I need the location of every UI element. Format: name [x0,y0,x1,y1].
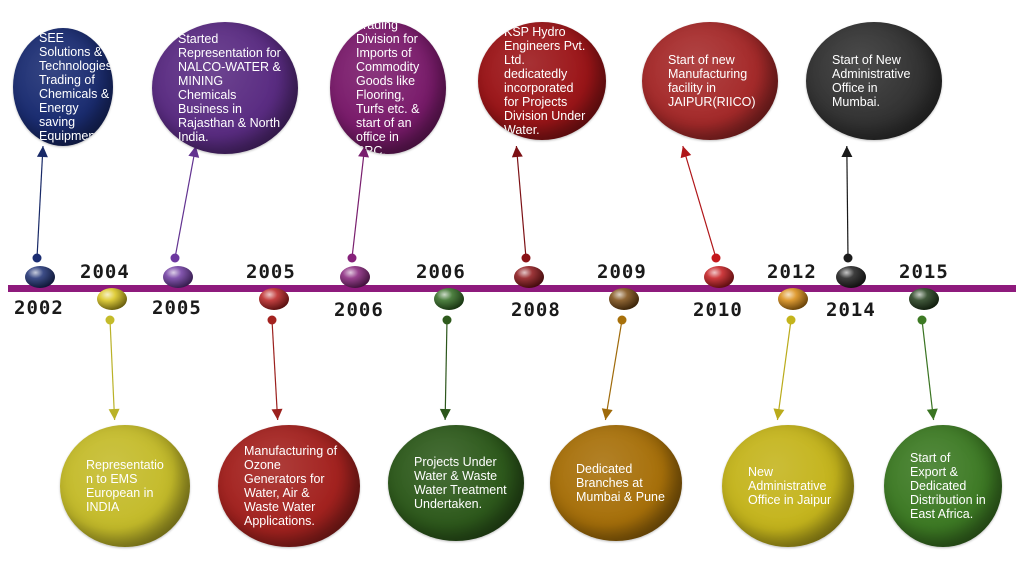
event-bubble-bottom: Manufacturing of Ozone Generators for Wa… [218,425,360,547]
year-label: 2015 [899,261,949,283]
event-bubble-top: Started Representation for NALCO-WATER &… [152,22,298,154]
anchor-dot [917,315,927,325]
event-description: Trading Division for Imports of Commodit… [356,22,420,154]
connector-arrow [682,145,717,259]
event-bubble-bottom: Representatio n to EMS European in INDIA [60,425,190,547]
event-bubble-bottom: Projects Under Water & Waste Water Treat… [388,425,524,541]
arrowhead-icon [271,408,283,420]
year-marker-sphere [704,266,734,288]
event-description: New Administrative Office in Jaipur [748,465,832,507]
connector-arrow [776,319,792,421]
connector-arrow [444,319,448,421]
event-description: Start of New Administrative Office in Mu… [832,53,911,109]
connector-arrow [515,145,527,259]
year-label: 2005 [246,261,296,283]
connector-arrow [921,319,935,421]
event-bubble-top: SEE Solutions & Technologies Trading of … [13,28,113,146]
event-description: KSP Hydro Engineers Pvt. Ltd. dedicatedl… [504,25,586,137]
connector-arrow [351,145,366,259]
event-description: Started Representation for NALCO-WATER &… [178,32,281,144]
arrowhead-icon [773,408,785,420]
arrowhead-icon [601,408,613,420]
connector-arrow [846,145,849,259]
year-marker-sphere [163,266,193,288]
year-marker-sphere [778,288,808,310]
arrowhead-icon [439,408,451,420]
arrowhead-icon [511,146,523,158]
year-marker-sphere [259,288,289,310]
anchor-dot [711,253,721,263]
anchor-dot [32,253,42,263]
event-description: Projects Under Water & Waste Water Treat… [414,455,507,511]
year-label: 2006 [416,261,466,283]
year-marker-sphere [340,266,370,288]
connector-arrow [109,319,116,421]
year-label: 2010 [693,299,743,321]
anchor-dot [347,253,357,263]
arrowhead-icon [36,146,48,158]
year-label: 2005 [152,297,202,319]
year-label: 2006 [334,299,384,321]
anchor-dot [786,315,796,325]
year-label: 2008 [511,299,561,321]
anchor-dot [617,315,627,325]
year-label: 2004 [80,261,130,283]
anchor-dot [843,253,853,263]
arrowhead-icon [358,146,370,158]
year-label: 2002 [14,297,64,319]
event-bubble-top: Trading Division for Imports of Commodit… [330,22,446,154]
year-marker-sphere [514,266,544,288]
event-description: Dedicated Branches at Mumbai & Pune [576,462,665,504]
connector-arrow [271,319,279,421]
year-marker-sphere [434,288,464,310]
connector-arrow [174,145,197,259]
year-marker-sphere [836,266,866,288]
year-marker-sphere [909,288,939,310]
arrowhead-icon [926,408,938,420]
year-marker-sphere [609,288,639,310]
event-bubble-bottom: Dedicated Branches at Mumbai & Pune [550,425,682,541]
event-bubble-bottom: Start of Export & Dedicated Distribution… [884,425,1002,547]
anchor-dot [521,253,531,263]
timeline-bar [8,285,1016,292]
event-bubble-top: KSP Hydro Engineers Pvt. Ltd. dedicatedl… [478,22,606,140]
year-marker-sphere [25,266,55,288]
arrowhead-icon [841,146,853,158]
year-label: 2014 [826,299,876,321]
event-description: Start of Export & Dedicated Distribution… [910,451,986,521]
anchor-dot [170,253,180,263]
anchor-dot [105,315,115,325]
year-marker-sphere [97,288,127,310]
connector-arrow [604,319,623,421]
event-description: SEE Solutions & Technologies Trading of … [39,31,112,143]
event-bubble-top: Start of new Manufacturing facility in J… [642,22,778,140]
event-bubble-bottom: New Administrative Office in Jaipur [722,425,854,547]
connector-arrow [36,145,44,259]
event-description: Start of new Manufacturing facility in J… [668,53,756,109]
event-description: Representatio n to EMS European in INDIA [86,458,164,514]
anchor-dot [267,315,277,325]
year-label: 2012 [767,261,817,283]
event-description: Manufacturing of Ozone Generators for Wa… [244,444,338,528]
anchor-dot [442,315,452,325]
year-label: 2009 [597,261,647,283]
event-bubble-top: Start of New Administrative Office in Mu… [806,22,942,140]
arrowhead-icon [680,146,692,159]
arrowhead-icon [108,408,120,420]
